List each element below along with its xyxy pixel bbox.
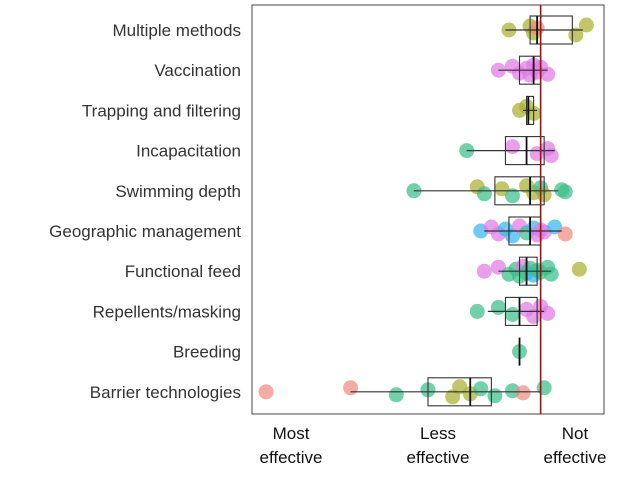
data-point-barrier-technologies bbox=[258, 384, 274, 400]
iqr-box-functional-feed bbox=[518, 256, 538, 286]
iqr-box-repellents-masking bbox=[504, 296, 538, 326]
box-plot-barrier-technologies bbox=[350, 377, 541, 407]
box-plot-repellents-masking bbox=[487, 296, 545, 326]
data-point-vaccination bbox=[540, 66, 556, 82]
x-axis-tick-labels: Most effective Less effective Not effective bbox=[259, 424, 606, 467]
data-point-barrier-technologies bbox=[515, 385, 531, 401]
x-tick-label-2-line-0: Not bbox=[562, 424, 589, 443]
data-point-functional-feed bbox=[571, 261, 587, 277]
category-label-vaccination: Vaccination bbox=[154, 61, 241, 80]
x-tick-label-2-line-1: effective bbox=[543, 448, 606, 467]
iqr-box-swimming-depth bbox=[494, 176, 545, 206]
data-point-incapacitation bbox=[504, 139, 520, 155]
data-point-swimming-depth bbox=[557, 184, 573, 200]
x-tick-label-1-line-0: Less bbox=[420, 424, 456, 443]
data-point-repellents-masking bbox=[504, 306, 520, 322]
category-label-functional-feed: Functional feed bbox=[125, 262, 241, 281]
plot-area-frame bbox=[251, 4, 605, 415]
data-point-barrier-technologies bbox=[452, 379, 468, 395]
box-plot-trapping-and-filtering bbox=[523, 95, 538, 125]
iqr-box-trapping-and-filtering bbox=[526, 95, 535, 125]
box-plot-swimming-depth bbox=[413, 176, 559, 206]
iqr-box-incapacitation bbox=[504, 136, 545, 166]
box-plots bbox=[350, 15, 583, 407]
category-label-multiple-methods: Multiple methods bbox=[112, 21, 241, 40]
data-point-functional-feed bbox=[543, 266, 559, 282]
category-label-swimming-depth: Swimming depth bbox=[115, 182, 241, 201]
data-point-swimming-depth bbox=[504, 188, 520, 204]
data-point-swimming-depth bbox=[494, 181, 510, 197]
category-label-trapping-and-filtering: Trapping and filtering bbox=[82, 101, 241, 120]
data-point-barrier-technologies bbox=[536, 380, 552, 396]
data-point-barrier-technologies bbox=[388, 387, 404, 403]
data-point-repellents-masking bbox=[540, 305, 556, 321]
category-label-geographic-management: Geographic management bbox=[49, 222, 241, 241]
x-tick-label-1-line-1: effective bbox=[406, 448, 469, 467]
category-label-barrier-technologies: Barrier technologies bbox=[90, 383, 241, 402]
category-label-incapacitation: Incapacitation bbox=[136, 142, 241, 161]
data-point-geographic-management bbox=[557, 226, 573, 242]
category-label-repellents-masking: Repellents/masking bbox=[93, 302, 241, 321]
data-point-barrier-technologies bbox=[473, 381, 489, 397]
data-point-functional-feed bbox=[476, 263, 492, 279]
category-label-breeding: Breeding bbox=[173, 343, 241, 362]
data-point-swimming-depth bbox=[476, 186, 492, 202]
data-point-repellents-masking bbox=[469, 303, 485, 319]
data-point-multiple-methods bbox=[578, 17, 594, 33]
box-plot-multiple-methods bbox=[505, 15, 583, 45]
iqr-box-barrier-technologies bbox=[427, 377, 492, 407]
data-point-barrier-technologies bbox=[343, 380, 359, 396]
x-tick-label-0-line-1: effective bbox=[259, 448, 322, 467]
data-point-barrier-technologies bbox=[487, 388, 503, 404]
iqr-box-multiple-methods bbox=[529, 15, 573, 45]
data-point-repellents-masking bbox=[490, 299, 506, 315]
data-point-incapacitation bbox=[543, 148, 559, 164]
category-labels: Multiple methods Vaccination Trapping and … bbox=[49, 21, 241, 402]
box-plot-functional-feed bbox=[498, 256, 552, 286]
x-tick-label-0-line-0: Most bbox=[273, 424, 310, 443]
